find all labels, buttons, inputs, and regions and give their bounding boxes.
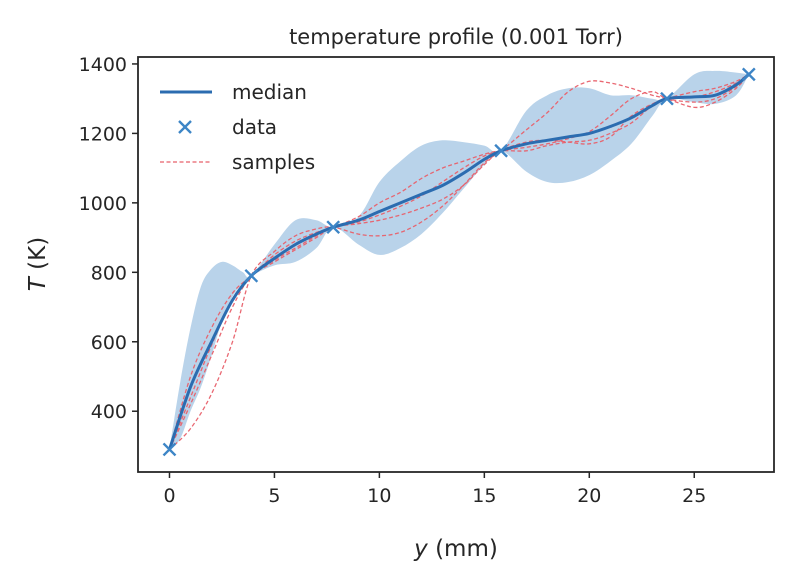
legend: median data samples (160, 80, 315, 174)
legend-median-label: median (232, 80, 307, 104)
x-tick-label-5: 5 (268, 485, 280, 507)
x-tick-label-25: 25 (682, 485, 706, 507)
data-point-4 (494, 143, 508, 158)
legend-data-swatch (178, 120, 192, 134)
x-axis-ticks: 0 5 10 15 20 25 (163, 472, 706, 507)
sample-curve-4 (168, 73, 750, 450)
x-tick-label-20: 20 (577, 485, 601, 507)
data-point-3 (326, 220, 341, 235)
data-markers-layer (162, 67, 756, 457)
y-tick-label-400: 400 (91, 401, 127, 423)
uncertainty-band-layer (169, 70, 749, 450)
legend-data-label: data (232, 115, 277, 139)
data-point-6 (741, 67, 756, 82)
legend-samples-label: samples (232, 150, 315, 174)
y-tick-label-800: 800 (91, 262, 127, 284)
x-axis-variable: y (413, 536, 428, 562)
plot-frame (137, 56, 775, 473)
y-tick-label-1200: 1200 (79, 123, 127, 145)
sample-curve-3 (168, 73, 750, 450)
y-axis-ticks: 400 600 800 1000 1200 1400 (79, 54, 138, 423)
data-point-5 (660, 91, 674, 106)
x-axis-label: y (mm) (413, 536, 498, 562)
y-tick-label-1400: 1400 (79, 54, 127, 76)
median-curve-layer (168, 72, 751, 451)
y-axis-unit: (K) (25, 237, 51, 277)
y-axis-label: T (K) (25, 237, 51, 291)
uncertainty-band (169, 70, 749, 450)
x-tick-label-0: 0 (163, 485, 175, 507)
x-tick-label-15: 15 (472, 485, 496, 507)
data-point-2 (244, 268, 259, 283)
median-curve (168, 72, 751, 451)
chart-title: temperature profile (0.001 Torr) (289, 25, 623, 49)
y-tick-label-600: 600 (91, 332, 127, 354)
data-point-1 (162, 442, 177, 457)
x-axis-unit: (mm) (428, 536, 498, 562)
y-tick-label-1000: 1000 (79, 193, 127, 215)
y-axis-variable: T (25, 275, 51, 291)
x-tick-label-10: 10 (367, 485, 391, 507)
